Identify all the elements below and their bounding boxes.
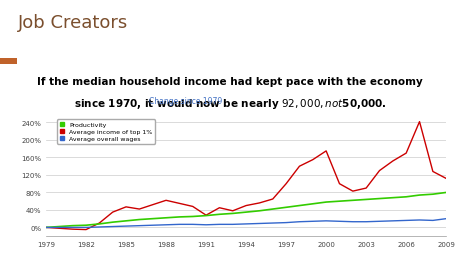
Text: Job Creators: Job Creators — [18, 14, 129, 32]
Text: since 1970, it would now be nearly $92,000, not $50,000.: since 1970, it would now be nearly $92,0… — [73, 96, 386, 110]
Legend: Productivity, Average income of top 1%, Average overall wages: Productivity, Average income of top 1%, … — [57, 120, 154, 144]
Text: Change since 1979: Change since 1979 — [149, 97, 222, 106]
Bar — [0, 58, 17, 65]
Text: If the median household income had kept pace with the economy: If the median household income had kept … — [37, 76, 422, 86]
